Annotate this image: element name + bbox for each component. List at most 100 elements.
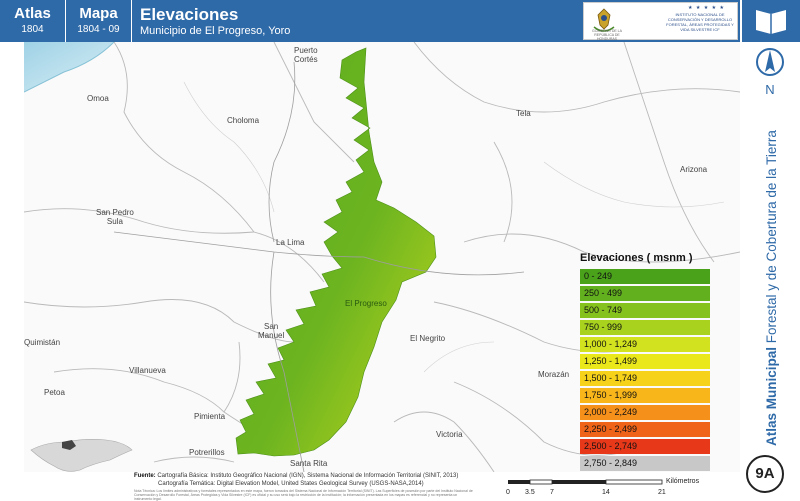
place-label: Pimienta: [194, 412, 226, 421]
legend-swatch: 2,750 - 2,849: [580, 455, 710, 471]
atlas-vertical-title: Atlas Municipal Forestal y de Cobertura …: [752, 118, 786, 448]
north-label: N: [765, 82, 775, 97]
legend-label: 1,750 - 1,999: [584, 390, 638, 400]
legend-label: 2,250 - 2,499: [584, 424, 638, 434]
place-label: Arizona: [680, 165, 708, 174]
scale-tick: 14: [602, 489, 610, 496]
legend-item: 1,250 - 1,499: [580, 353, 710, 369]
place-label: Choloma: [227, 116, 260, 125]
roads: [113, 61, 525, 472]
legend-item: 1,500 - 1,749: [580, 370, 710, 386]
scale-tick: 21: [658, 489, 666, 496]
elevation-legend: Elevaciones ( msnm ) 0 - 249 250 - 499 500…: [580, 252, 710, 472]
legend-item: 1,750 - 1,999: [580, 387, 710, 403]
book-icon: [756, 10, 786, 34]
legend-item: 750 - 999: [580, 319, 710, 335]
place-label: Morazán: [538, 370, 570, 379]
scale-tick: 7: [550, 489, 554, 496]
north-arrow-icon: [756, 48, 784, 76]
map-number-badge: 9A: [746, 455, 784, 493]
map-canvas: [24, 42, 740, 472]
place-label: Quimistán: [24, 338, 61, 347]
place-label: San Pedro Sula: [96, 208, 134, 226]
honduras-inset-map: [30, 439, 133, 472]
place-label: Omoa: [87, 94, 109, 103]
source-label: Fuente:: [134, 473, 156, 479]
government-seal-icon: [593, 8, 615, 32]
scale-unit: Kilómetros: [666, 478, 700, 485]
legend-label: 1,000 - 1,249: [584, 339, 638, 349]
place-label: Potrerillos: [189, 448, 225, 457]
place-label: San Manuel: [258, 322, 285, 340]
legend-item: 500 - 749: [580, 302, 710, 318]
legend-label: 1,250 - 1,499: [584, 356, 638, 366]
legend-swatch: 1,000 - 1,249: [580, 336, 710, 352]
legend-label: 2,000 - 2,249: [584, 407, 638, 417]
place-label: Santa Rita: [290, 459, 328, 468]
source-line-2: Cartografía Temática: Digital Elevation …: [158, 481, 424, 487]
legend-title: Elevaciones ( msnm ): [580, 252, 693, 264]
legend-label: 750 - 999: [584, 322, 623, 332]
atlas-box: Atlas 1804: [0, 0, 66, 42]
legend-item: 0 - 249: [580, 268, 710, 284]
place-label: El Negrito: [410, 334, 446, 343]
place-label: Puerto Cortés: [294, 46, 318, 64]
legend-item: 250 - 499: [580, 285, 710, 301]
mapa-box: Mapa 1804 - 09: [66, 0, 132, 42]
legend-swatch: 2,250 - 2,499: [580, 421, 710, 437]
legend-label: 1,500 - 1,749: [584, 373, 638, 383]
atlas-code: 1804: [21, 24, 44, 35]
legend-label: 2,750 - 2,849: [584, 458, 638, 468]
atlas-book-box: [742, 0, 800, 42]
legend-label: 0 - 249: [584, 271, 613, 281]
north-arrow: N: [755, 44, 785, 100]
legend-item: 2,250 - 2,499: [580, 421, 710, 437]
legend-label: 2,500 - 2,749: [584, 441, 638, 451]
svg-text:Atlas Municipal Forestal y de: Atlas Municipal Forestal y de Cobertura …: [764, 130, 779, 446]
rivers: [183, 81, 725, 373]
legend-item: 2,750 - 2,849: [580, 455, 710, 471]
source-line-1: Cartografía Básica: Instituto Geográfico…: [155, 473, 459, 479]
el-progreso-municipality[interactable]: [235, 47, 437, 457]
institution-logos: GOBIERNO DE LA REPÚBLICA DE HONDURAS ★ ★…: [583, 2, 738, 41]
legend-swatch: 1,750 - 1,999: [580, 387, 710, 403]
elevation-map[interactable]: Puerto Cortés Omoa Choloma Tela Arizona …: [24, 42, 740, 472]
sea-area: [24, 42, 114, 92]
legend-swatch: 750 - 999: [580, 319, 710, 335]
legend-swatch: 2,500 - 2,749: [580, 438, 710, 454]
institution-stars: ★ ★ ★ ★ ★: [688, 5, 725, 11]
place-label: Tela: [516, 109, 531, 118]
coastline: [24, 42, 115, 93]
legend-swatch: 1,250 - 1,499: [580, 353, 710, 369]
legend-item: 1,000 - 1,249: [580, 336, 710, 352]
technical-note: Nota Técnica: Los límites administrativo…: [134, 489, 473, 501]
map-subtitle: Municipio de El Progreso, Yoro: [140, 25, 291, 37]
place-label: Villanueva: [129, 366, 166, 375]
scale-tick: 3.5: [525, 489, 535, 496]
legend-swatch: 2,000 - 2,249: [580, 404, 710, 420]
government-logo-text: GOBIERNO DE LA REPÚBLICA DE HONDURAS: [592, 29, 622, 41]
mapa-label: Mapa: [79, 5, 118, 22]
source-text: Fuente: Cartografía Básica: Instituto Ge…: [134, 472, 474, 488]
map-title: Elevaciones: [140, 5, 239, 24]
legend-swatch: 1,500 - 1,749: [580, 370, 710, 386]
vertical-title-rest: Forestal y de Cobertura de la Tierra: [764, 130, 779, 347]
legend-swatch: 0 - 249: [580, 268, 710, 284]
scale-bar-graphic: [508, 479, 663, 485]
legend-item: 2,000 - 2,249: [580, 404, 710, 420]
mapa-code: 1804 - 09: [77, 24, 120, 35]
place-label: Petoa: [44, 388, 65, 397]
icf-logo-text: INSTITUTO NACIONAL DE CONSERVACIÓN Y DES…: [666, 12, 734, 32]
place-label: Victoria: [436, 430, 463, 439]
map-header: Atlas 1804 Mapa 1804 - 09 Elevaciones Mu…: [0, 0, 740, 42]
place-label: La Lima: [276, 238, 305, 247]
map-footer: Fuente: Cartografía Básica: Instituto Ge…: [24, 472, 740, 501]
scale-tick: 0: [506, 489, 510, 496]
legend-swatch: 500 - 749: [580, 302, 710, 318]
legend-label: 250 - 499: [584, 288, 623, 298]
scale-bar: 0 3.5 7 14 21 Kilómetros: [506, 474, 736, 500]
atlas-label: Atlas: [14, 5, 51, 22]
vertical-title-bold: Atlas Municipal: [764, 347, 779, 446]
legend-item: 2,500 - 2,749: [580, 438, 710, 454]
place-label: El Progreso: [345, 299, 387, 308]
